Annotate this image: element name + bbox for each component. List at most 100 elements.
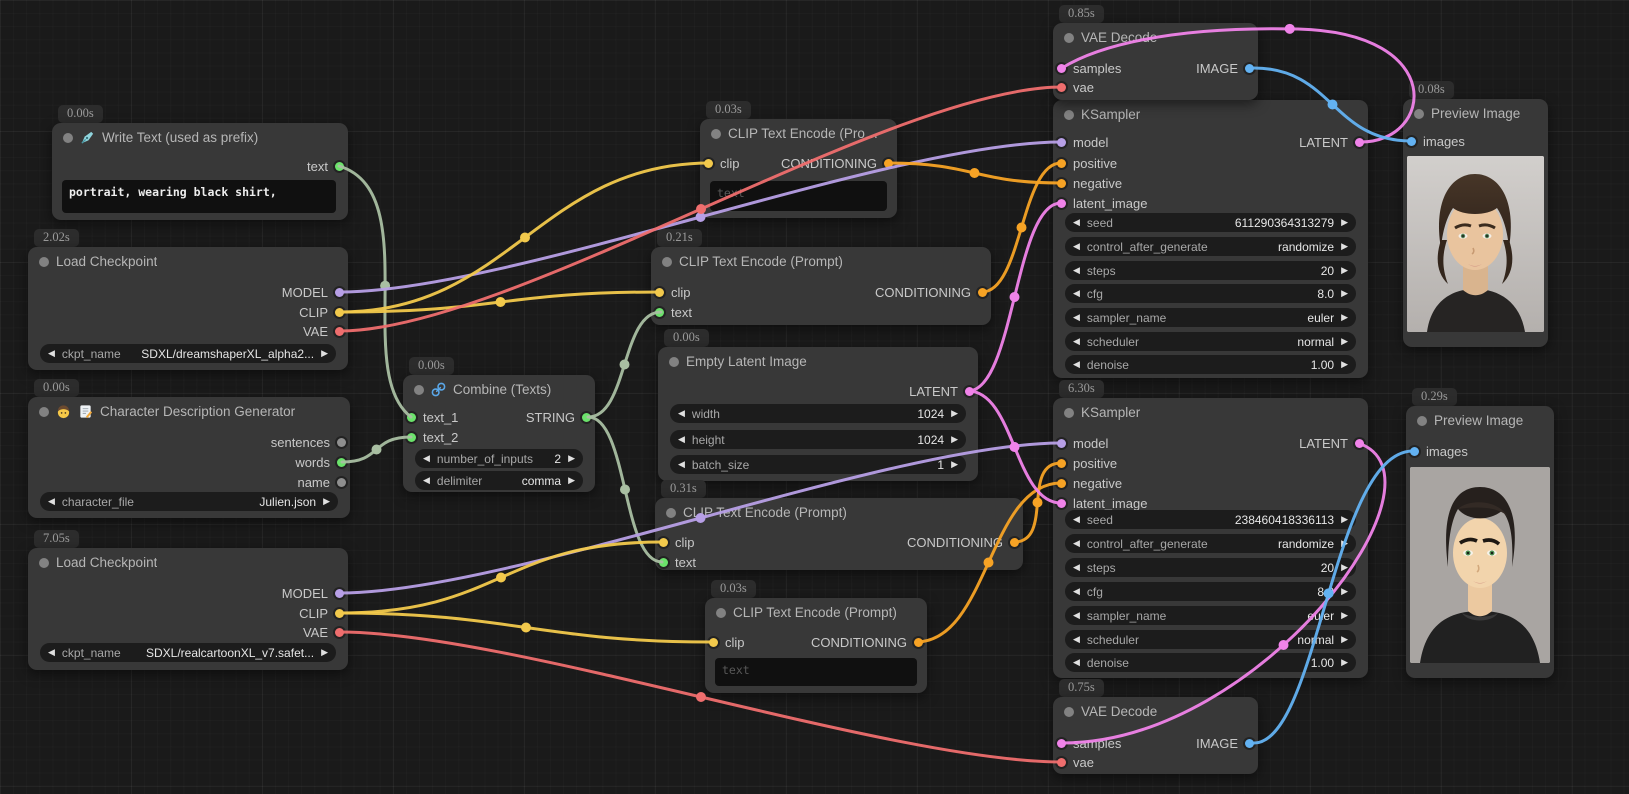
widget-number_of_inputs[interactable]: ◀ number_of_inputs 2 ▶ [415, 449, 583, 468]
prompt-textarea[interactable]: portrait, wearing black shirt, [62, 180, 336, 213]
widget-increment-arrow[interactable]: ▶ [1341, 586, 1348, 596]
vae-input-slot[interactable] [1057, 757, 1066, 767]
node-write-text[interactable]: Write Text (used as prefix) text portrait,… [52, 123, 348, 220]
widget-decrement-arrow[interactable]: ◀ [48, 647, 55, 657]
node-header[interactable]: VAE Decode [1053, 23, 1258, 52]
widget-decrement-arrow[interactable]: ◀ [1073, 265, 1080, 275]
widget-decrement-arrow[interactable]: ◀ [678, 434, 685, 444]
clip-input-slot[interactable] [659, 537, 668, 547]
prompt-textarea[interactable]: text [710, 181, 887, 211]
widget-decrement-arrow[interactable]: ◀ [48, 496, 55, 506]
text-input-slot[interactable] [655, 307, 664, 317]
negative-input-slot[interactable] [1057, 478, 1066, 488]
node-character-generator[interactable]: Character Description Generator sentences… [28, 397, 350, 518]
model-input-slot[interactable] [1057, 438, 1066, 448]
widget-increment-arrow[interactable]: ▶ [1341, 657, 1348, 667]
samples-input-slot[interactable] [1057, 63, 1066, 73]
widget-batch_size[interactable]: ◀ batch_size 1 ▶ [670, 455, 966, 474]
widget-increment-arrow[interactable]: ▶ [951, 459, 958, 469]
image-output-slot[interactable] [1245, 63, 1254, 73]
node-header[interactable]: Write Text (used as prefix) [52, 123, 348, 152]
latent-output-slot[interactable] [1355, 137, 1364, 147]
widget-width[interactable]: ◀ width 1024 ▶ [670, 404, 966, 423]
node-header[interactable]: VAE Decode [1053, 697, 1258, 726]
widget-increment-arrow[interactable]: ▶ [1341, 610, 1348, 620]
widget-decrement-arrow[interactable]: ◀ [1073, 586, 1080, 596]
node-ksampler-1[interactable]: KSampler model positive negative latent_imag… [1053, 100, 1368, 378]
conditioning-output-slot[interactable] [978, 287, 987, 297]
node-header[interactable]: CLIP Text Encode (Prompt) [651, 247, 991, 276]
samples-input-slot[interactable] [1057, 738, 1066, 748]
widget-increment-arrow[interactable]: ▶ [1341, 312, 1348, 322]
widget-steps[interactable]: ◀ steps 20 ▶ [1065, 558, 1356, 577]
widget-height[interactable]: ◀ height 1024 ▶ [670, 430, 966, 449]
node-preview-image-1[interactable]: Preview Image images [1403, 99, 1548, 347]
widget-scheduler[interactable]: ◀ scheduler normal ▶ [1065, 332, 1356, 351]
node-clip-text-encode-negative-1[interactable]: CLIP Text Encode (Prompt) clip CONDITIONIN… [700, 119, 897, 218]
widget-increment-arrow[interactable]: ▶ [951, 434, 958, 444]
latent_image-input-slot[interactable] [1057, 498, 1066, 508]
node-vae-decode-1[interactable]: VAE Decode samples vae IMAGE [1053, 23, 1258, 100]
prompt-textarea[interactable]: text [715, 658, 917, 686]
widget-decrement-arrow[interactable]: ◀ [1073, 610, 1080, 620]
model-input-slot[interactable] [1057, 137, 1066, 147]
positive-input-slot[interactable] [1057, 158, 1066, 168]
widget-increment-arrow[interactable]: ▶ [568, 475, 575, 485]
widget-control_after_generate[interactable]: ◀ control_after_generate randomize ▶ [1065, 534, 1356, 553]
widget-decrement-arrow[interactable]: ◀ [423, 453, 430, 463]
clip-input-slot[interactable] [655, 287, 664, 297]
widget-cfg[interactable]: ◀ cfg 8.0 ▶ [1065, 284, 1356, 303]
node-ksampler-2[interactable]: KSampler model positive negative latent_imag… [1053, 398, 1368, 678]
words-output-slot[interactable] [337, 457, 346, 467]
widget-increment-arrow[interactable]: ▶ [1341, 336, 1348, 346]
widget-increment-arrow[interactable]: ▶ [1341, 241, 1348, 251]
widget-decrement-arrow[interactable]: ◀ [678, 408, 685, 418]
node-clip-text-encode-positive-2[interactable]: CLIP Text Encode (Prompt) clip text CONDITI… [655, 498, 1023, 570]
widget-increment-arrow[interactable]: ▶ [1341, 265, 1348, 275]
node-vae-decode-2[interactable]: VAE Decode samples vae IMAGE [1053, 697, 1258, 774]
node-header[interactable]: Combine (Texts) [403, 375, 595, 404]
widget-increment-arrow[interactable]: ▶ [951, 408, 958, 418]
widget-denoise[interactable]: ◀ denoise 1.00 ▶ [1065, 355, 1356, 374]
widget-decrement-arrow[interactable]: ◀ [423, 475, 430, 485]
node-empty-latent-image[interactable]: Empty Latent Image LATENT ◀ width 1024 ▶ ◀ heig… [658, 347, 978, 481]
widget-seed[interactable]: ◀ seed 611290364313279 ▶ [1065, 213, 1356, 232]
latent-output-slot[interactable] [965, 386, 974, 396]
widget-increment-arrow[interactable]: ▶ [568, 453, 575, 463]
node-clip-text-encode-negative-2[interactable]: CLIP Text Encode (Prompt) clip CONDITIONIN… [705, 598, 927, 693]
clip-input-slot[interactable] [709, 637, 718, 647]
widget-scheduler[interactable]: ◀ scheduler normal ▶ [1065, 630, 1356, 649]
widget-decrement-arrow[interactable]: ◀ [1073, 359, 1080, 369]
widget-decrement-arrow[interactable]: ◀ [1073, 538, 1080, 548]
clip-output-slot[interactable] [335, 307, 344, 317]
positive-input-slot[interactable] [1057, 458, 1066, 468]
widget-decrement-arrow[interactable]: ◀ [1073, 634, 1080, 644]
widget-character_file[interactable]: ◀ character_file Julien.json ▶ [40, 492, 338, 511]
string-output-slot[interactable] [582, 412, 591, 422]
node-header[interactable]: CLIP Text Encode (Prompt) [705, 598, 927, 627]
widget-increment-arrow[interactable]: ▶ [1341, 634, 1348, 644]
widget-increment-arrow[interactable]: ▶ [1341, 514, 1348, 524]
conditioning-output-slot[interactable] [1010, 537, 1019, 547]
widget-delimiter[interactable]: ◀ delimiter comma ▶ [415, 471, 583, 490]
widget-cfg[interactable]: ◀ cfg 8.0 ▶ [1065, 582, 1356, 601]
widget-decrement-arrow[interactable]: ◀ [1073, 514, 1080, 524]
vae-output-slot[interactable] [335, 627, 344, 637]
node-load-checkpoint-1[interactable]: Load Checkpoint MODEL CLIP VAE ◀ ckpt_name SDX… [28, 247, 348, 370]
widget-decrement-arrow[interactable]: ◀ [1073, 657, 1080, 667]
widget-increment-arrow[interactable]: ▶ [1341, 288, 1348, 298]
widget-increment-arrow[interactable]: ▶ [323, 496, 330, 506]
node-combine-texts[interactable]: Combine (Texts) text_1 text_2 STRING ◀ number… [403, 375, 595, 492]
node-header[interactable]: CLIP Text Encode (Prompt) [700, 119, 897, 148]
clip-input-slot[interactable] [704, 158, 713, 168]
conditioning-output-slot[interactable] [884, 158, 893, 168]
latent-output-slot[interactable] [1355, 438, 1364, 448]
widget-decrement-arrow[interactable]: ◀ [1073, 562, 1080, 572]
widget-increment-arrow[interactable]: ▶ [1341, 217, 1348, 227]
node-header[interactable]: Load Checkpoint [28, 247, 348, 276]
node-header[interactable]: Preview Image [1406, 406, 1554, 435]
negative-input-slot[interactable] [1057, 178, 1066, 188]
widget-ckpt_name[interactable]: ◀ ckpt_name SDXL/realcartoonXL_v7.safet...… [40, 643, 336, 662]
widget-decrement-arrow[interactable]: ◀ [678, 459, 685, 469]
sentences-output-slot[interactable] [337, 437, 346, 447]
